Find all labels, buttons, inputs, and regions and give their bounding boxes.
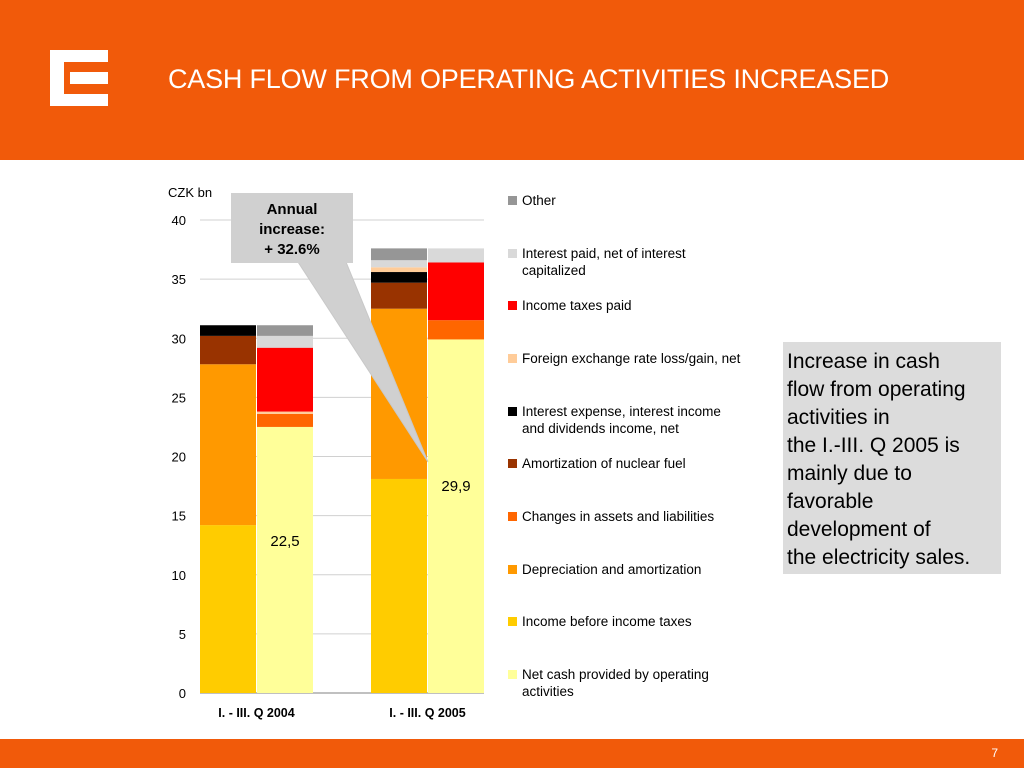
bar-segment-components [200,325,256,336]
bar-segment-deduction [428,248,484,263]
bar-segment-deduction [257,347,313,412]
legend-item: Changes in assets and liabilities [508,508,778,525]
legend-item: Foreign exchange rate loss/gain, net [508,350,778,367]
callout-box [231,193,353,263]
bar-segment-components [371,282,427,309]
bar-segment-deduction [257,413,313,427]
bar-segment-deduction [257,411,313,414]
legend-swatch [508,249,517,258]
net-cash-value-label: 29,9 [441,478,470,495]
legend-item: Income taxes paid [508,297,778,314]
legend-swatch [508,670,517,679]
stacked-bar-chart: 0 5 10 15 20 25 30 35 40 CZK bn 22,5 I. - III. Q 20… [168,185,484,720]
y-tick-label: 20 [172,450,186,465]
legend-item: Income before income taxes [508,613,778,630]
legend-swatch [508,512,517,521]
unit-label: CZK bn [168,185,212,200]
bar-segment-deduction [257,325,313,336]
legend-label: Net cash provided by operating [522,667,709,682]
legend-swatch [508,407,517,416]
bar-segment-components [371,267,427,273]
legend-item: Interest paid, net of interest capitalize… [508,245,778,279]
legend-swatch [508,565,517,574]
bar-segment-net-cash [428,339,484,693]
callout-text: + 32.6% [264,241,319,258]
legend-label: Changes in assets and liabilities [522,509,715,524]
summary-note: Increase in cash flow from operating activ… [783,342,1001,574]
legend-label: Interest expense, interest income [522,404,721,419]
legend-label: Foreign exchange rate loss/gain, net [522,351,741,366]
bar-segment-components [200,364,256,526]
net-cash-value-label: 22,5 [270,533,299,550]
bar-segment-deduction [257,335,313,348]
callout-text: increase: [259,221,325,238]
legend-item: Net cash provided by operating activities [508,666,778,700]
bar-segment-components [371,478,427,693]
bar-segment-components [200,335,256,365]
bar-segment-components [200,525,256,693]
bar-segment-components [371,272,427,283]
cez-logo-icon [50,50,108,106]
y-tick-label: 35 [172,272,186,287]
legend-label: Amortization of nuclear fuel [522,456,686,471]
note-line: the I.-III. Q 2005 is [787,434,960,457]
x-category-label: I. - III. Q 2004 [218,706,294,720]
y-tick-label: 40 [172,213,186,228]
legend-label: activities [522,684,574,699]
y-tick-label: 30 [172,331,186,346]
bar-segment-deduction [428,320,484,340]
y-tick-label: 15 [172,509,186,524]
note-line: the electricity sales. [787,546,971,569]
y-tick-label: 0 [179,686,186,701]
legend-label: Depreciation and amortization [522,562,702,577]
page-number: 7 [991,746,998,760]
y-tick-label: 10 [172,568,186,583]
note-line: activities in [787,406,890,429]
legend-item: Depreciation and amortization [508,561,778,578]
legend-label: Other [522,193,556,208]
legend-label: Interest paid, net of interest [522,246,686,261]
legend-item: Amortization of nuclear fuel [508,455,778,472]
legend-swatch [508,617,517,626]
bar-segment-components [371,260,427,268]
slide-header: CASH FLOW FROM OPERATING ACTIVITIES INCR… [0,0,1024,160]
y-tick-label: 5 [179,627,186,642]
bar-segment-components [371,248,427,261]
legend-label: and dividends income, net [522,421,679,436]
legend-swatch [508,301,517,310]
x-category-label: I. - III. Q 2005 [389,706,465,720]
legend-label: Income before income taxes [522,614,692,629]
bar-segment-deduction [428,262,484,321]
slide-footer: 7 [0,739,1024,768]
y-tick-label: 25 [172,390,186,405]
slide-title: CASH FLOW FROM OPERATING ACTIVITIES INCR… [168,64,890,94]
legend-swatch [508,354,517,363]
legend-item: Interest expense, interest income and div… [508,403,778,437]
note-line: development of [787,518,931,541]
bar-segment-net-cash [257,426,313,693]
note-line: favorable [787,490,874,513]
legend-label: Income taxes paid [522,298,632,313]
note-line: flow from operating [787,378,966,401]
legend-swatch [508,196,517,205]
legend-swatch [508,459,517,468]
callout-text: Annual [267,201,318,218]
legend-label: capitalized [522,263,586,278]
legend-item: Other [508,192,778,209]
note-line: mainly due to [787,462,912,485]
note-line: Increase in cash [787,350,940,373]
